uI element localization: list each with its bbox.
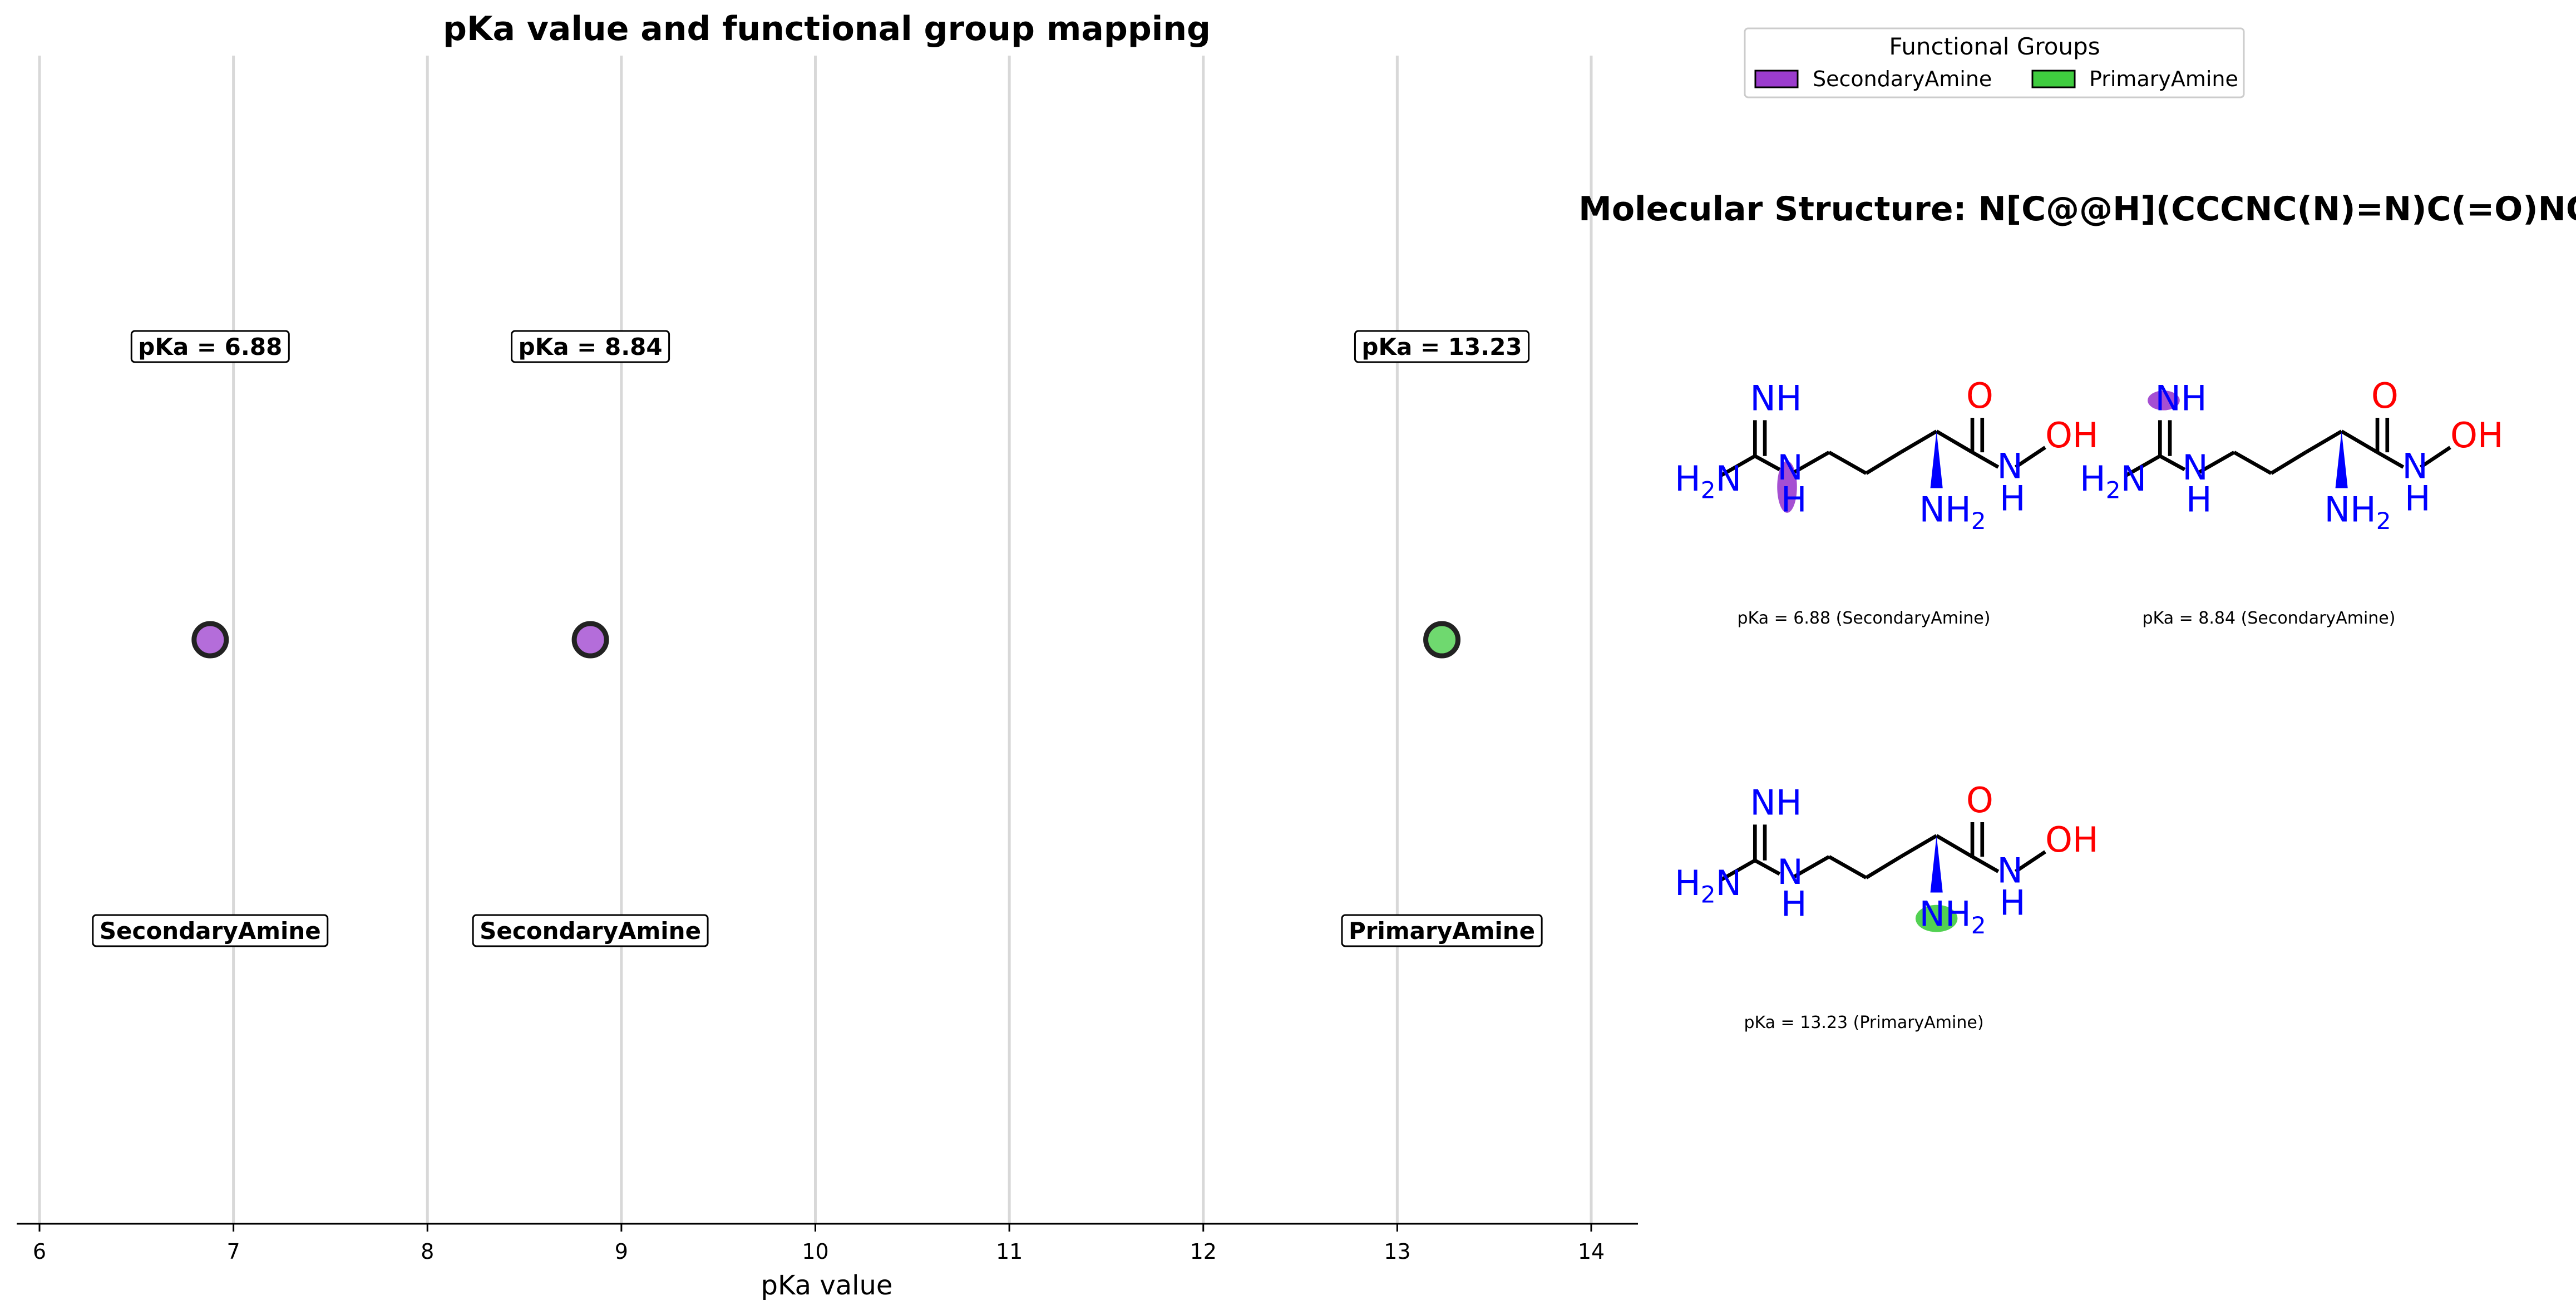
functional-group-label: SecondaryAmine — [480, 917, 701, 945]
data-point-marker — [191, 621, 229, 659]
legend-frame — [1744, 27, 2245, 98]
data-point-marker — [1423, 621, 1461, 659]
x-tick-label: 10 — [802, 1239, 828, 1264]
x-tick-label: 7 — [227, 1239, 240, 1264]
functional-group-label-box — [92, 914, 329, 947]
legend-swatch-secondary-amine — [1754, 70, 1799, 88]
functional-group-label-box — [472, 914, 709, 947]
grid-lines — [38, 56, 1593, 1224]
molecule-structure-3 — [1675, 780, 2099, 939]
molecule-panel-title: Molecular Structure: N[C@@H](CCCNC(N)=N)… — [1578, 190, 2576, 229]
structure-3-caption: pKa = 13.23 (PrimaryAmine) — [1744, 1013, 1983, 1032]
pka-value-label-box — [511, 330, 670, 363]
functional-group-label-box — [1341, 914, 1543, 947]
functional-group-label: PrimaryAmine — [1349, 917, 1535, 945]
x-axis: 6 7 8 9 10 11 12 13 14 — [17, 1223, 1638, 1264]
x-tick-label: 13 — [1384, 1239, 1410, 1264]
legend-swatch-primary-amine — [2031, 70, 2076, 88]
x-tick-label: 8 — [421, 1239, 434, 1264]
x-tick-label: 12 — [1190, 1239, 1217, 1264]
pka-value-label: pKa = 6.88 — [138, 333, 282, 360]
x-axis-label: pKa value — [761, 1270, 893, 1301]
legend-label-primary-amine: PrimaryAmine — [2089, 67, 2238, 91]
x-tick-label: 6 — [33, 1239, 46, 1264]
structure-2-caption: pKa = 8.84 (SecondaryAmine) — [2143, 609, 2396, 628]
molecule-structure-2 — [2080, 375, 2504, 535]
data-point-marker — [571, 621, 609, 659]
functional-group-label: SecondaryAmine — [100, 917, 321, 945]
molecule-structure-1 — [1675, 375, 2099, 535]
pka-value-label-box — [130, 330, 290, 363]
chart-title: pKa value and functional group mapping — [443, 9, 1211, 48]
pka-value-label: pKa = 13.23 — [1361, 333, 1522, 360]
structure-1-caption: pKa = 6.88 (SecondaryAmine) — [1738, 609, 1991, 628]
legend-label-secondary-amine: SecondaryAmine — [1813, 67, 1992, 91]
x-tick-label: 11 — [996, 1239, 1023, 1264]
legend: Functional Groups SecondaryAmine Primary… — [1744, 27, 2245, 98]
data-points: pKa = 6.88 SecondaryAmine pKa = 8.84 Second… — [92, 330, 1543, 947]
pka-value-label-box — [1354, 330, 1530, 363]
x-tick-label: 14 — [1578, 1239, 1605, 1264]
pka-value-label: pKa = 8.84 — [519, 333, 663, 360]
legend-title: Functional Groups — [1889, 33, 2100, 60]
x-tick-label: 9 — [615, 1239, 628, 1264]
